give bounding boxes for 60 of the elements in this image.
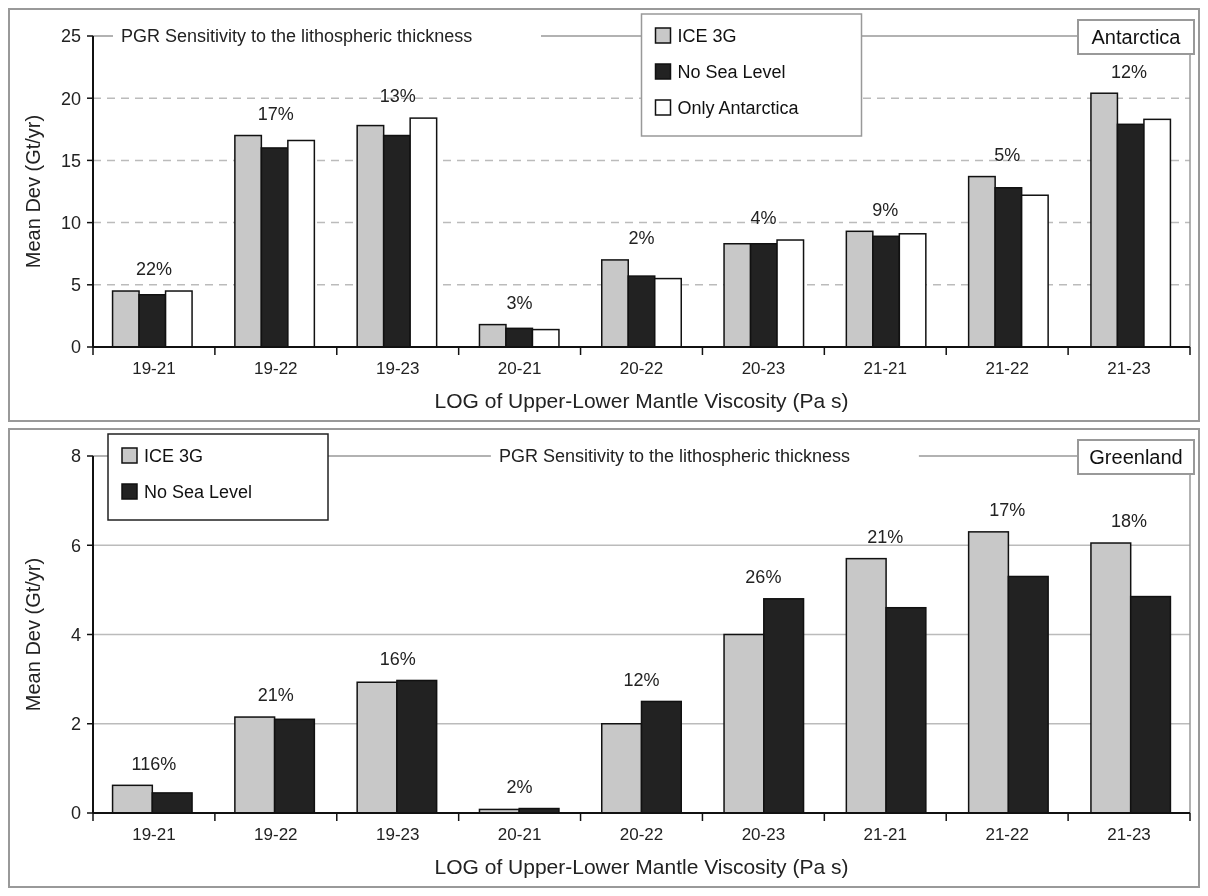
x-tick-label: 19-23 xyxy=(375,825,420,844)
x-tick-label: 20-21 xyxy=(497,359,542,378)
x-tick-label: 19-21 xyxy=(132,359,176,378)
y-tick-label: 0 xyxy=(70,803,81,824)
annotation: 9% xyxy=(872,199,899,220)
y-tick-label: 4 xyxy=(70,624,81,645)
x-tick-label: 20-23 xyxy=(741,359,786,378)
y-axis-title: Mean Dev (Gt/yr) xyxy=(22,114,44,269)
annotation: 17% xyxy=(257,103,294,124)
annotation: 13% xyxy=(379,86,416,107)
y-tick-label: 6 xyxy=(70,535,81,556)
annotation: 21% xyxy=(257,685,294,706)
y-tick-label: 10 xyxy=(60,212,81,233)
x-axis-title: LOG of Upper-Lower Mantle Viscosity (Pa s) xyxy=(434,855,849,878)
annotation: 26% xyxy=(745,567,782,588)
y-axis-title: Mean Dev (Gt/yr) xyxy=(22,557,44,712)
annotation: 116% xyxy=(131,753,177,774)
annotation: 22% xyxy=(135,259,172,280)
x-tick-label: 20-22 xyxy=(619,359,664,378)
x-tick-label: 21-22 xyxy=(985,359,1029,378)
y-tick-label: 15 xyxy=(60,150,81,171)
y-tick-label: 0 xyxy=(70,337,81,358)
x-tick-label: 21-23 xyxy=(1107,825,1151,844)
x-tick-label: 19-23 xyxy=(375,359,420,378)
annotation: 16% xyxy=(379,648,416,669)
chart-subtitle: Antarctica xyxy=(1091,26,1182,48)
x-tick-label: 21-21 xyxy=(863,825,908,844)
y-tick-label: 25 xyxy=(60,26,81,47)
legend-label: No Sea Level xyxy=(677,62,786,83)
x-axis-title: LOG of Upper-Lower Mantle Viscosity (Pa s) xyxy=(434,389,849,412)
x-tick-label: 19-22 xyxy=(254,825,298,844)
annotation: 5% xyxy=(994,144,1021,165)
x-tick-label: 19-22 xyxy=(254,359,298,378)
x-tick-label: 20-22 xyxy=(619,825,664,844)
annotation: 17% xyxy=(989,500,1026,521)
annotation: 12% xyxy=(1111,61,1148,82)
annotation: 18% xyxy=(1111,511,1148,532)
x-tick-label: 21-23 xyxy=(1107,359,1151,378)
y-tick-label: 8 xyxy=(70,446,81,467)
x-tick-label: 20-23 xyxy=(741,825,786,844)
x-tick-label: 19-21 xyxy=(132,825,176,844)
x-tick-label: 21-21 xyxy=(863,359,908,378)
legend-label: Only Antarctica xyxy=(677,98,800,119)
legend-label: ICE 3G xyxy=(144,446,204,467)
annotation: 12% xyxy=(623,669,660,690)
chart-subtitle: Greenland xyxy=(1089,446,1183,468)
annotation: 2% xyxy=(628,228,655,249)
annotation: 3% xyxy=(506,292,533,313)
legend-label: ICE 3G xyxy=(677,26,737,47)
annotation: 2% xyxy=(506,776,533,797)
x-tick-label: 21-22 xyxy=(985,825,1029,844)
y-tick-label: 5 xyxy=(70,275,81,296)
x-tick-label: 20-21 xyxy=(497,825,542,844)
y-tick-label: 2 xyxy=(70,714,81,735)
annotation: 4% xyxy=(750,208,777,229)
legend-label: No Sea Level xyxy=(144,482,253,503)
chart-title: PGR Sensitivity to the lithospheric thickness xyxy=(498,446,851,467)
annotation: 21% xyxy=(867,526,904,547)
chart-title: PGR Sensitivity to the lithospheric thickness xyxy=(121,26,473,47)
y-tick-label: 20 xyxy=(60,88,81,109)
